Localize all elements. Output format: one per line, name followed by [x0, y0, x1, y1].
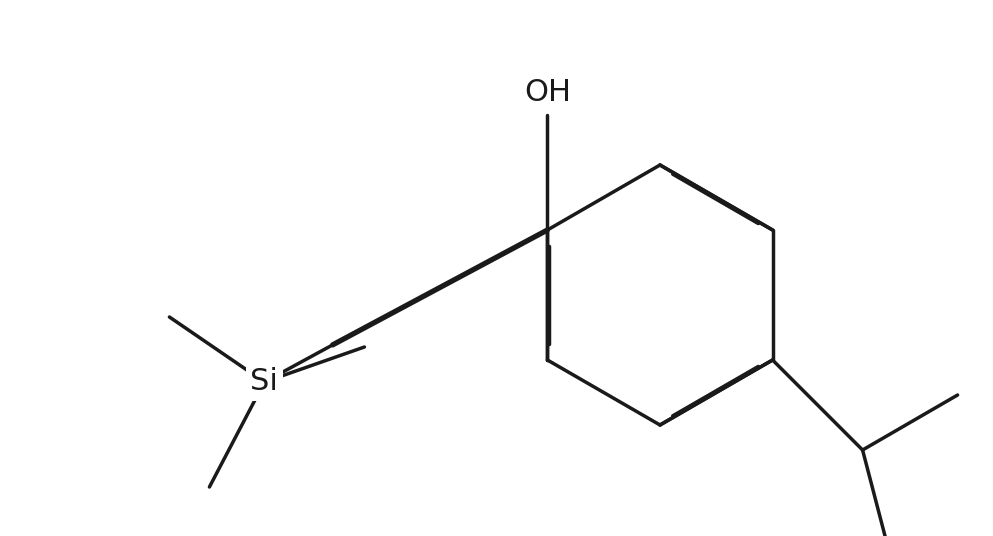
- Text: OH: OH: [524, 78, 571, 107]
- Text: Si: Si: [250, 368, 278, 397]
